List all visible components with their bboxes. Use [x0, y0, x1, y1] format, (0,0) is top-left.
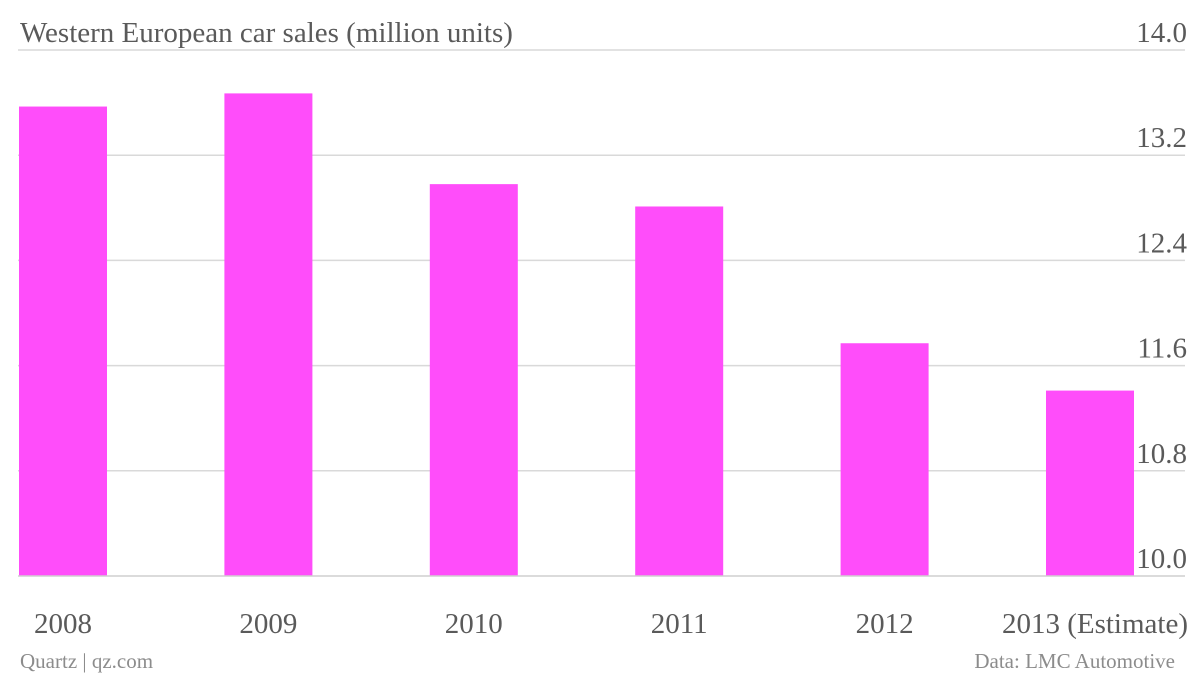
source-credit: Quartz | qz.com [20, 649, 153, 673]
bar-2008 [19, 106, 107, 577]
y-tick-label: 11.6 [1137, 333, 1187, 365]
bar-2012 [840, 343, 929, 576]
y-tick-label: 10.8 [1136, 438, 1187, 470]
gridlines [18, 49, 1185, 472]
y-tick-label: 13.2 [1136, 122, 1187, 154]
bar-2010 [429, 184, 518, 576]
x-tick-label: 2011 [651, 608, 708, 640]
x-tick-label: 2012 [856, 608, 914, 640]
bars [19, 93, 1134, 577]
chart-title: Western European car sales (million unit… [20, 17, 513, 49]
x-axis-tick-labels: 2008 2009 2010 2011 2012 2013 (Estimate) [34, 608, 1188, 640]
y-axis-tick-labels: 10.0 10.8 11.6 12.4 13.2 14.0 [1136, 17, 1187, 575]
x-tick-label: 2010 [445, 608, 503, 640]
bar-2013 [1046, 390, 1134, 576]
y-tick-label: 10.0 [1136, 543, 1187, 575]
x-tick-label: 2009 [239, 608, 297, 640]
x-tick-label: 2008 [34, 608, 92, 640]
x-tick-label: 2013 (Estimate) [1002, 608, 1188, 640]
data-source: Data: LMC Automotive [974, 649, 1175, 673]
y-tick-label: 12.4 [1136, 227, 1187, 259]
bar-2009 [224, 93, 313, 577]
y-tick-label: 14.0 [1136, 17, 1187, 49]
bar-2011 [635, 206, 724, 577]
